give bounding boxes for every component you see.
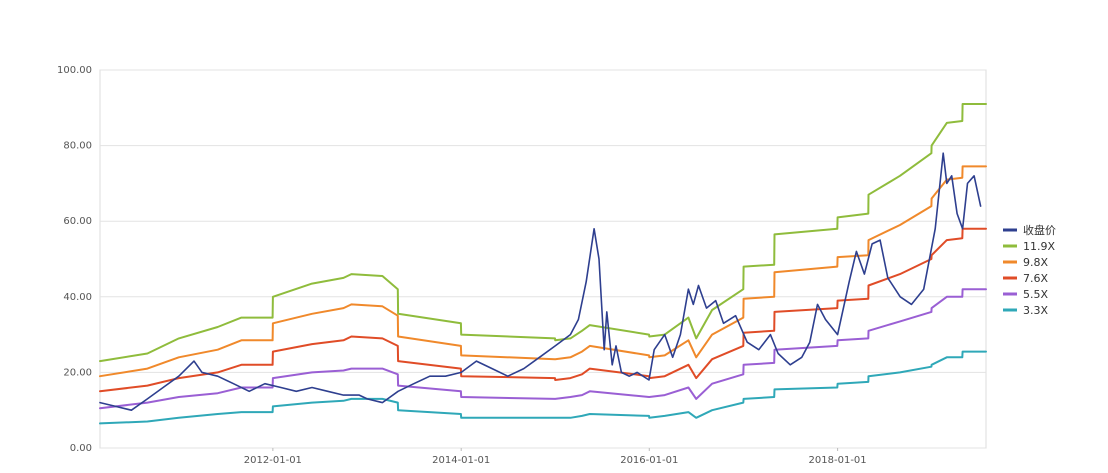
x-tick-label: 2016-01-01 xyxy=(620,455,678,466)
series-line-series-0 xyxy=(99,152,982,411)
legend-label: 5.5X xyxy=(1023,288,1048,301)
y-tick-label: 60.00 xyxy=(63,216,92,227)
grid-lines xyxy=(100,69,986,449)
y-tick-label: 80.00 xyxy=(63,141,92,152)
series-line-5-5x xyxy=(99,288,987,410)
legend-label: 11.9X xyxy=(1023,240,1055,253)
axis-labels: 0.00 20.00 40.00 60.00 80.00 100.00 2012-01-01… xyxy=(57,65,867,466)
series-line-11-9x xyxy=(99,103,987,363)
series-line-9-8x xyxy=(99,165,987,378)
x-tick-label: 2012-01-01 xyxy=(244,455,302,466)
series-line-3-3x xyxy=(99,350,987,425)
x-tick-label: 2014-01-01 xyxy=(432,455,490,466)
y-tick-label: 100.00 xyxy=(57,65,92,76)
y-tick-label: 20.00 xyxy=(63,367,92,378)
legend-label: 收盘价 xyxy=(1023,223,1056,237)
legend-label: 7.6X xyxy=(1023,272,1048,285)
legend: 收盘价 11.9X 9.8X 7.6X 5.5X 3.3X xyxy=(1003,223,1056,317)
series-lines xyxy=(99,103,987,425)
x-tick-label: 2018-01-01 xyxy=(809,455,867,466)
y-tick-label: 0.00 xyxy=(70,443,92,454)
plot-area xyxy=(99,69,987,449)
y-tick-label: 40.00 xyxy=(63,292,92,303)
legend-label: 9.8X xyxy=(1023,256,1048,269)
legend-label: 3.3X xyxy=(1023,304,1048,317)
